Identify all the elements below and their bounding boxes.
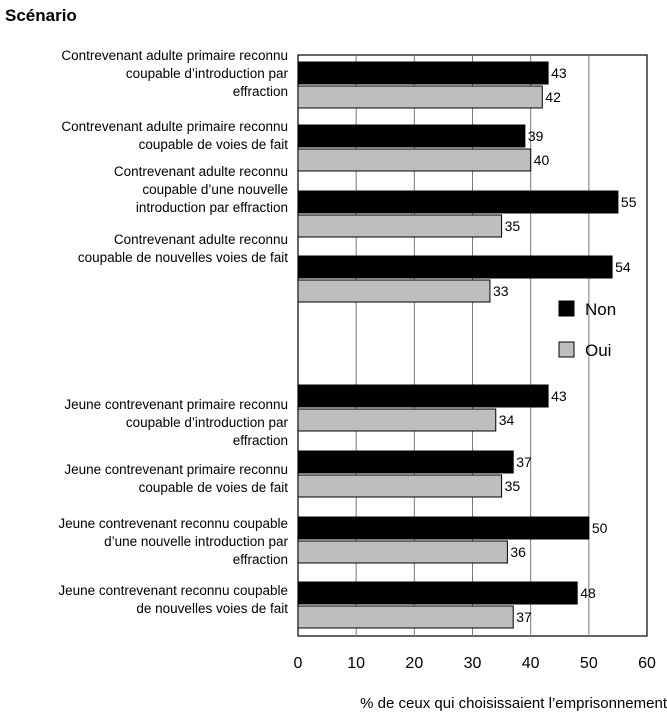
category-label: effraction	[233, 84, 288, 99]
value-label: 54	[615, 259, 631, 275]
bar-non	[297, 190, 619, 214]
category-label: coupable d’introduction par	[126, 415, 289, 430]
category-label: coupable de nouvelles voies de fait	[78, 250, 288, 265]
bar-oui	[297, 540, 508, 564]
value-label: 36	[510, 544, 526, 560]
category-label: de nouvelles voies de fait	[136, 601, 288, 616]
category-label: introduction par effraction	[136, 200, 288, 215]
category-label: effraction	[233, 552, 288, 567]
legend-label-oui: Oui	[585, 341, 611, 360]
bar-non	[297, 581, 578, 605]
value-label: 43	[551, 388, 567, 404]
category-label: effraction	[233, 433, 288, 448]
bar-oui	[297, 605, 514, 629]
bar-oui	[297, 474, 503, 498]
value-label: 37	[516, 609, 532, 625]
bar-oui	[297, 408, 497, 432]
bar-non	[297, 124, 526, 148]
x-tick-label: 20	[405, 655, 423, 672]
bar-non	[297, 384, 549, 408]
x-axis-title: % de ceux qui choisissaient l’emprisonne…	[360, 695, 667, 712]
category-label: Contrevenant adulte primaire reconnu	[61, 119, 288, 134]
value-label: 39	[528, 128, 544, 144]
value-label: 34	[499, 412, 515, 428]
value-label: 40	[534, 152, 550, 168]
x-tick-label: 60	[638, 655, 656, 672]
value-label: 35	[505, 218, 521, 234]
bar-oui	[297, 214, 503, 238]
x-tick-label: 0	[294, 655, 303, 672]
legend-swatch-non	[558, 300, 575, 317]
bar-non	[297, 450, 514, 474]
category-label: Jeune contrevenant reconnu coupable	[58, 516, 288, 531]
bar-oui	[297, 148, 532, 172]
category-label: coupable d’introduction par	[126, 66, 289, 81]
value-label: 43	[551, 65, 567, 81]
category-label: coupable de voies de fait	[139, 137, 289, 152]
value-label: 55	[621, 194, 637, 210]
bar-non	[297, 255, 613, 279]
value-label: 33	[493, 283, 509, 299]
category-label: d’une nouvelle introduction par	[104, 534, 288, 549]
value-label: 42	[545, 89, 561, 105]
category-label: Jeune contrevenant primaire reconnu	[64, 397, 288, 412]
bar-non	[297, 516, 590, 540]
x-tick-label: 10	[347, 655, 365, 672]
bar-oui	[297, 85, 543, 109]
bar-non	[297, 61, 549, 85]
value-label: 50	[592, 520, 608, 536]
category-label: Jeune contrevenant reconnu coupable	[58, 583, 288, 598]
legend-swatch-oui	[558, 341, 575, 358]
value-label: 35	[505, 478, 521, 494]
category-label: coupable d’une nouvelle	[142, 182, 288, 197]
value-label: 48	[580, 585, 596, 601]
bar-layer: 43 39 55 54 43 37 50 48 42 40 35 33 34 35 36 37	[297, 61, 637, 629]
x-tick-label: 50	[580, 655, 598, 672]
axis-layer: 0 10 20 30 40 50 60	[294, 655, 656, 672]
category-label-layer: Contrevenant adulte primaire reconnu coup…	[58, 48, 288, 616]
category-label: coupable de voies de fait	[139, 480, 289, 495]
x-tick-label: 40	[522, 655, 540, 672]
category-label: Contrevenant adulte reconnu	[114, 164, 288, 179]
category-label: Contrevenant adulte primaire reconnu	[61, 48, 288, 63]
category-label: Contrevenant adulte reconnu	[114, 232, 288, 247]
legend-label-non: Non	[585, 300, 616, 319]
bar-oui	[297, 279, 491, 303]
x-tick-label: 30	[464, 655, 482, 672]
legend: Non Oui	[558, 300, 616, 360]
category-label: Jeune contrevenant primaire reconnu	[64, 462, 288, 477]
chart-title: Scénario	[5, 6, 77, 25]
value-label: 37	[516, 454, 532, 470]
